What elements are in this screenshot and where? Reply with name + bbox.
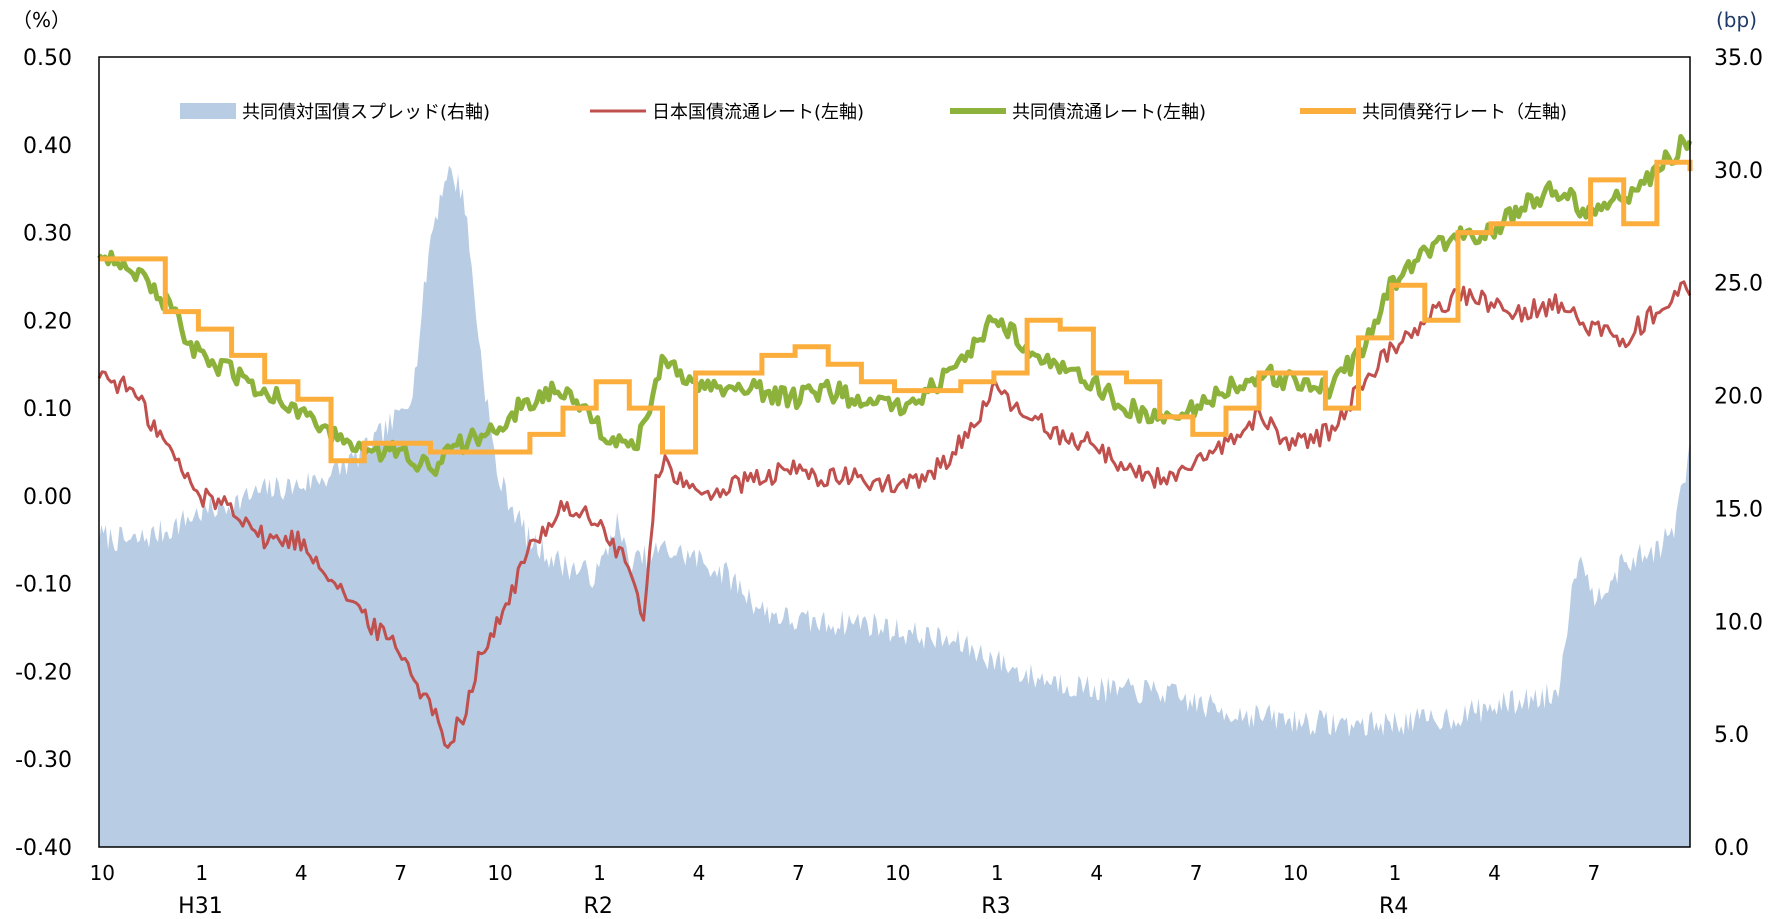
y-right-tick-label: 10.0 — [1714, 610, 1763, 635]
y-left-tick-label: 0.00 — [23, 485, 72, 510]
series-joint-bond-rate-line — [97, 134, 1693, 477]
y-left-tick-label: 0.10 — [23, 397, 72, 422]
legend-label: 共同債流通レート(左軸) — [1012, 102, 1206, 123]
y-left-unit: （%） — [12, 8, 71, 32]
y-right-tick-label: 15.0 — [1714, 497, 1763, 522]
spread-area-layer — [99, 165, 1690, 847]
x-tick-label: 7 — [394, 861, 407, 885]
x-tick-label: 4 — [295, 861, 308, 885]
y-left-tick-label: -0.20 — [15, 660, 72, 685]
y-left-tick-label: -0.10 — [15, 573, 72, 598]
series-spread-area — [99, 165, 1690, 847]
x-tick-label: 7 — [1588, 861, 1601, 885]
rate-lines-layer — [97, 134, 1693, 749]
y-left-axis: 0.50 0.40 0.30 0.20 0.10 0.00 -0.10 -0.20 -0.30 -… — [15, 46, 72, 861]
x-tick-label: 1 — [1389, 861, 1402, 885]
y-left-tick-label: 0.50 — [23, 46, 72, 71]
legend: 共同債対国債スプレッド(右軸) 日本国債流通レート(左軸) 共同債流通レート(左軸)… — [180, 102, 1567, 123]
y-right-unit: (bp) — [1716, 8, 1757, 32]
x-era-label: R2 — [584, 894, 613, 919]
legend-label: 共同債発行レート（左軸) — [1362, 102, 1567, 123]
x-tick-label: 10 — [885, 861, 910, 885]
x-era-label: R4 — [1379, 894, 1408, 919]
x-tick-label: 7 — [792, 861, 805, 885]
y-right-tick-label: 25.0 — [1714, 272, 1763, 297]
x-era-label: R3 — [981, 894, 1010, 919]
x-tick-label: 7 — [1190, 861, 1203, 885]
x-tick-label: 4 — [693, 861, 706, 885]
x-tick-label: 10 — [90, 861, 115, 885]
y-right-tick-label: 20.0 — [1714, 385, 1763, 410]
y-left-tick-label: -0.40 — [15, 836, 72, 861]
legend-label: 共同債対国債スプレッド(右軸) — [242, 102, 490, 123]
y-left-tick-label: 0.20 — [23, 309, 72, 334]
x-tick-label: 1 — [991, 861, 1004, 885]
x-tick-label: 10 — [1283, 861, 1308, 885]
y-right-tick-label: 35.0 — [1714, 46, 1763, 71]
y-left-tick-label: 0.30 — [23, 222, 72, 247]
y-right-tick-label: 0.0 — [1714, 836, 1749, 861]
x-tick-label: 10 — [487, 861, 512, 885]
legend-swatch — [180, 103, 236, 119]
x-tick-label: 4 — [1090, 861, 1103, 885]
x-tick-label: 4 — [1488, 861, 1501, 885]
series-issue-rate-step — [99, 159, 1693, 464]
plot-frame — [98, 56, 1691, 848]
x-era-labels: H31 R2 R3 R4 — [178, 894, 1408, 919]
y-right-axis: 35.0 30.0 25.0 20.0 15.0 10.0 5.0 0.0 — [1714, 46, 1763, 861]
legend-label: 日本国債流通レート(左軸) — [652, 102, 864, 123]
y-left-tick-label: 0.40 — [23, 134, 72, 159]
x-tick-label: 1 — [195, 861, 208, 885]
y-right-tick-label: 5.0 — [1714, 723, 1749, 748]
x-tick-label: 1 — [593, 861, 606, 885]
x-era-label: H31 — [178, 894, 223, 919]
x-axis: 10 1 4 7 10 1 4 7 10 1 4 7 10 1 4 7 — [90, 861, 1601, 885]
y-right-tick-label: 30.0 — [1714, 159, 1763, 184]
y-left-tick-label: -0.30 — [15, 748, 72, 773]
